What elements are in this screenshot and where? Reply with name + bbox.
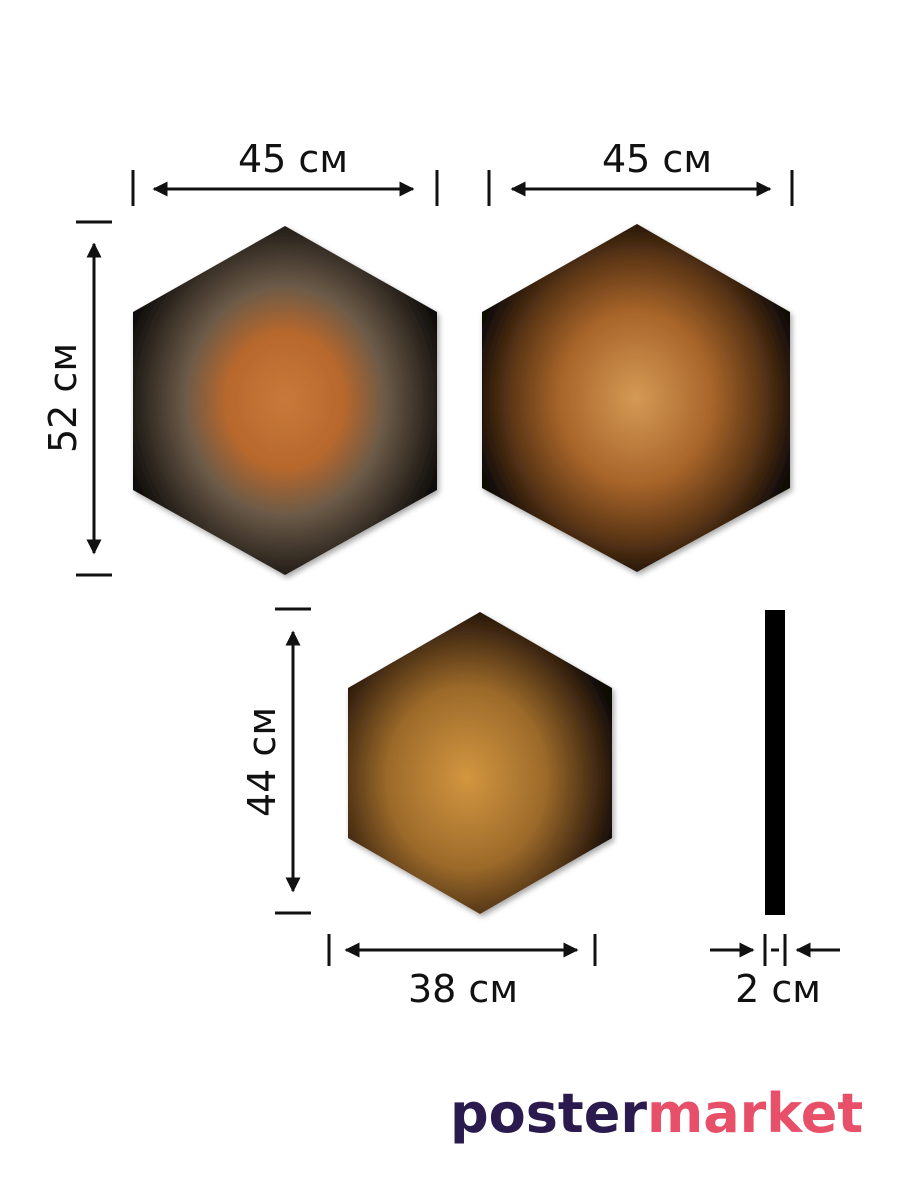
dimension-label: 44 см (240, 707, 284, 817)
brand-second: market (647, 1082, 863, 1145)
tiger-panel (133, 226, 437, 575)
dimension-label: 2 см (735, 967, 821, 1011)
dimension-label: 45 см (602, 137, 712, 181)
dimension-label: 38 см (408, 967, 518, 1011)
dimension-lines (76, 170, 840, 966)
brand-logo: postermarket (450, 1082, 863, 1145)
lion-panel (482, 224, 790, 572)
dimension-label: 45 см (238, 137, 348, 181)
brand-first: poster (450, 1082, 647, 1145)
leopard-panel (348, 612, 612, 914)
depth-bar (765, 610, 785, 915)
dimension-label: 52 см (41, 343, 85, 453)
